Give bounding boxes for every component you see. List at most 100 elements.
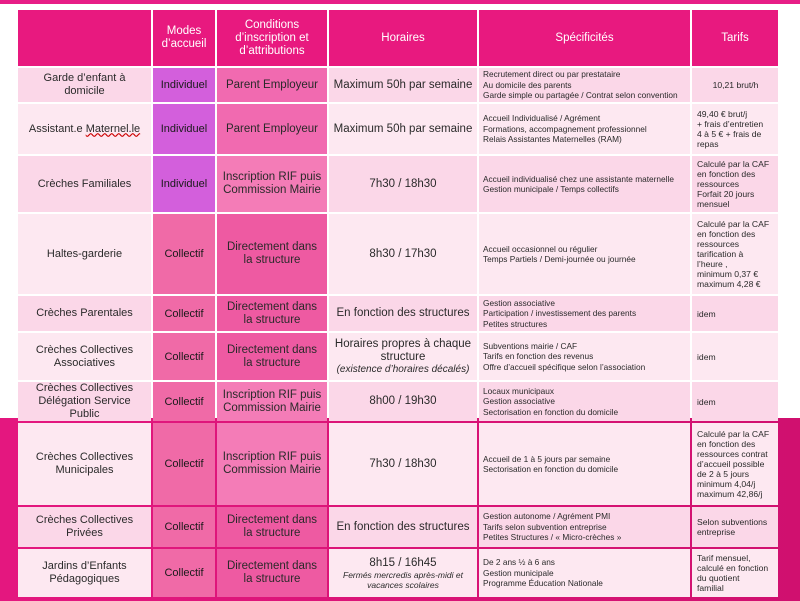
mode-cell: Individuel bbox=[153, 104, 215, 154]
tarif-line: maximum 42,86/j bbox=[697, 489, 763, 499]
specificite-line: Gestion associative bbox=[483, 396, 555, 407]
tarif-line: Calculé par la CAF bbox=[697, 159, 770, 169]
tarifs-cell: Selon subventions entreprise bbox=[692, 507, 778, 547]
specificite-line: Accueil occasionnel ou régulier bbox=[483, 243, 598, 254]
specificite-line: Sectorisation en fonction du domicile bbox=[483, 406, 619, 417]
tarif-line: ressources contrat bbox=[697, 449, 768, 459]
tarif-line: Calculé par la CAF bbox=[697, 429, 770, 439]
mode-cell: Collectif bbox=[153, 296, 215, 331]
header-tarifs: Tarifs bbox=[692, 10, 778, 66]
horaires-cell: 8h00 / 19h30 bbox=[329, 382, 477, 421]
tarif-line: idem bbox=[697, 396, 716, 407]
horaires-note: Fermés mercredis après-midi et vacances … bbox=[343, 569, 463, 590]
horaires-cell: 8h30 / 17h30 bbox=[329, 214, 477, 294]
horaires-cell: Horaires propres à chaque structure (exis… bbox=[329, 333, 477, 380]
tarif-line: maximum 4,28 € bbox=[697, 279, 761, 289]
horaires-cell: Maximum 50h par semaine bbox=[329, 104, 477, 154]
mode-cell: Collectif bbox=[153, 507, 215, 547]
table-row: Garde d’enfant à domicile Individuel Paren… bbox=[18, 68, 778, 102]
header-row: Modes d’accueil Conditions d’inscription… bbox=[18, 10, 778, 66]
care-type-text-part: Assistant.e bbox=[28, 122, 86, 135]
mode-cell: Collectif bbox=[153, 382, 215, 421]
top-accent-line bbox=[0, 0, 800, 4]
table-row: Crèches Collectives Municipales Collectif… bbox=[18, 423, 778, 505]
tarif-line: familial bbox=[697, 583, 724, 593]
header-horaires: Horaires bbox=[329, 10, 477, 66]
conditions-cell: Directement dans la structure bbox=[217, 507, 327, 547]
mode-cell: Individuel bbox=[153, 68, 215, 102]
tarif-line: de 2 à 5 jours bbox=[697, 469, 750, 479]
horaires-cell: 7h30 / 18h30 bbox=[329, 156, 477, 212]
specificites-cell: Subventions mairie / CAF Tarifs en foncti… bbox=[479, 333, 690, 380]
specificite-line: Gestion autonome / Agrément PMI bbox=[483, 511, 611, 522]
specificite-line: Recrutement direct ou par prestataire bbox=[483, 69, 621, 80]
specificite-line: Participation / investissement des paren… bbox=[483, 308, 637, 319]
tarif-line: en fonction des bbox=[697, 169, 756, 179]
tarif-line: idem bbox=[697, 351, 716, 362]
horaires-text: Maximum 50h par semaine bbox=[333, 78, 473, 91]
specificites-cell: Gestion autonome / Agrément PMI Tarifs se… bbox=[479, 507, 690, 547]
specificites-cell: Accueil de 1 à 5 jours par semaine Sector… bbox=[479, 423, 690, 505]
tarif-line: calculé en fonction bbox=[697, 563, 769, 573]
table-row: Crèches Parentales Collectif Directement d… bbox=[18, 296, 778, 331]
care-type-cell: Crèches Collectives Municipales bbox=[18, 423, 151, 505]
tarif-line: en fonction des bbox=[697, 229, 756, 239]
tarif-line: Calculé par la CAF bbox=[697, 219, 770, 229]
specificite-line: Au domicile des parents bbox=[483, 79, 572, 90]
care-type-cell: Assistant.e Maternel.le bbox=[18, 104, 151, 154]
table-row: Crèches Collectives Délégation Service P… bbox=[18, 382, 778, 421]
mode-cell: Collectif bbox=[153, 214, 215, 294]
specificite-line: Locaux municipaux bbox=[483, 385, 555, 396]
tarif-line: minimum 4,04/j bbox=[697, 479, 756, 489]
specificite-line: Petites Structures / « Micro-crèches » bbox=[483, 532, 622, 543]
tarifs-cell: Calculé par la CAF en fonction des ressour… bbox=[692, 423, 778, 505]
care-type-text-part: Maternel.le bbox=[85, 122, 141, 135]
tarifs-cell: Calculé par la CAF en fonction des ressour… bbox=[692, 214, 778, 294]
specificite-line: Accueil de 1 à 5 jours par semaine bbox=[483, 453, 611, 464]
tarifs-cell: Tarif mensuel, calculé en fonction du quot… bbox=[692, 549, 778, 597]
care-type-cell: Haltes-garderie bbox=[18, 214, 151, 294]
tarif-line: Tarif mensuel, bbox=[697, 553, 751, 563]
conditions-cell: Inscription RIF puis Commission Mairie bbox=[217, 382, 327, 421]
horaires-text: En fonction des structures bbox=[336, 520, 470, 533]
tarif-line: en fonction des bbox=[697, 439, 756, 449]
care-type-cell: Crèches Collectives Privées bbox=[18, 507, 151, 547]
childcare-comparison-table: Modes d’accueil Conditions d’inscription… bbox=[16, 8, 780, 599]
table-row: Assistant.e Maternel.le Individuel Parent … bbox=[18, 104, 778, 154]
specificite-line: Temps Partiels / Demi-journée ou journée bbox=[483, 254, 636, 264]
horaires-text: En fonction des structures bbox=[336, 307, 470, 319]
horaires-cell: En fonction des structures bbox=[329, 507, 477, 547]
horaires-text: 8h30 / 17h30 bbox=[369, 247, 437, 260]
specificite-line: Gestion municipale / Temps collectifs bbox=[483, 184, 619, 194]
tarif-line: du quotient bbox=[697, 573, 740, 583]
specificite-line: Tarifs en fonction des revenus bbox=[483, 351, 594, 362]
tarifs-cell: Calculé par la CAF en fonction des ressour… bbox=[692, 156, 778, 212]
horaires-text: 7h30 / 18h30 bbox=[369, 457, 437, 470]
care-type-cell: Crèches Collectives Délégation Service P… bbox=[18, 382, 151, 421]
horaires-cell: Maximum 50h par semaine bbox=[329, 68, 477, 102]
table-row: Crèches Collectives Privées Collectif Dire… bbox=[18, 507, 778, 547]
tarifs-cell: 49,40 € brut/j + frais d’entretien 4 à 5 €… bbox=[692, 104, 778, 154]
specificites-cell: Recrutement direct ou par prestataire Au … bbox=[479, 68, 690, 102]
specificite-line: Gestion municipale bbox=[483, 567, 554, 578]
tarif-line: ressources bbox=[697, 179, 740, 189]
tarif-line: Forfait 20 jours bbox=[697, 189, 755, 199]
specificites-cell: Accueil individualisé chez une assistant… bbox=[479, 156, 690, 212]
horaires-text: 8h00 / 19h30 bbox=[369, 395, 437, 407]
tarif-line: entreprise bbox=[697, 527, 736, 537]
mode-cell: Individuel bbox=[153, 156, 215, 212]
tarifs-cell: idem bbox=[692, 333, 778, 380]
specificite-line: Formations, accompagnement professionnel bbox=[483, 123, 647, 134]
tarif-line: ressources bbox=[697, 239, 740, 249]
specificites-cell: Accueil occasionnel ou régulier Temps Par… bbox=[479, 214, 690, 294]
care-type-cell: Crèches Collectives Associatives bbox=[18, 333, 151, 380]
horaires-cell: 8h15 / 16h45 Fermés mercredis après-midi … bbox=[329, 549, 477, 597]
conditions-cell: Directement dans la structure bbox=[217, 549, 327, 597]
conditions-cell: Inscription RIF puis Commission Mairie bbox=[217, 423, 327, 505]
specificite-line: De 2 ans ½ à 6 ans bbox=[483, 557, 555, 568]
tarif-line: + frais d’entretien bbox=[697, 119, 764, 129]
tarifs-cell: idem bbox=[692, 296, 778, 331]
specificite-line: Garde simple ou partagée / Contrat selon… bbox=[483, 90, 678, 101]
tarif-line: mensuel bbox=[697, 199, 730, 209]
horaires-text: Maximum 50h par semaine bbox=[333, 122, 473, 135]
